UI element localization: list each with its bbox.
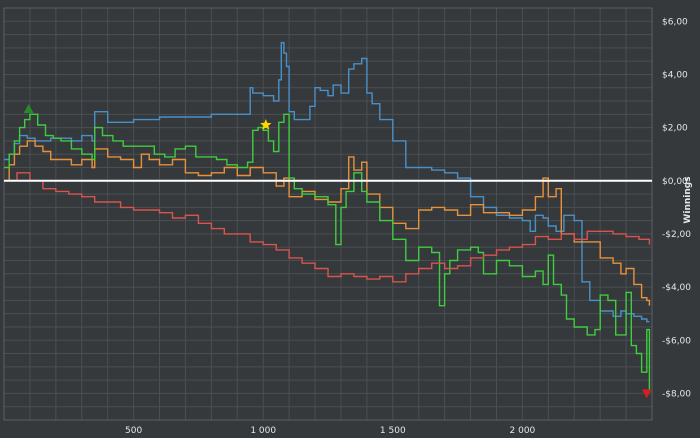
x-tick-label: 2 000 — [510, 426, 536, 436]
series-line-green — [4, 113, 651, 391]
y-tick-label: -$8,00 — [662, 389, 691, 399]
y-tick-label: -$6,00 — [662, 336, 691, 346]
triangle-up-marker — [23, 104, 34, 113]
y-tick-label: -$4,00 — [662, 283, 691, 293]
y-axis-title: Winnings — [683, 176, 693, 223]
x-axis-ticks: 500 1 000 1 500 2 000 — [125, 426, 536, 436]
triangle-down-marker — [641, 389, 652, 399]
y-tick-label: -$2,00 — [662, 230, 691, 240]
y-axis-ticks: $6,00 $4,00 $2,00 $0,00 -$2,00 -$4,00 -$6,00 -$… — [662, 17, 691, 399]
x-tick-label: 1 500 — [380, 426, 406, 436]
y-tick-label: $2,00 — [662, 124, 688, 134]
series-line-blue — [4, 41, 650, 323]
x-tick-label: 1 000 — [250, 426, 276, 436]
star-marker — [260, 119, 272, 130]
y-tick-label: $6,00 — [662, 17, 688, 27]
series-line-red — [4, 172, 651, 283]
plot-border — [3, 7, 653, 421]
markers-layer — [23, 104, 652, 399]
y-tick-label: $4,00 — [662, 70, 688, 80]
y-tick-label: $0,00 — [662, 177, 688, 187]
series-layer — [4, 41, 651, 391]
x-tick-label: 500 — [125, 426, 142, 436]
